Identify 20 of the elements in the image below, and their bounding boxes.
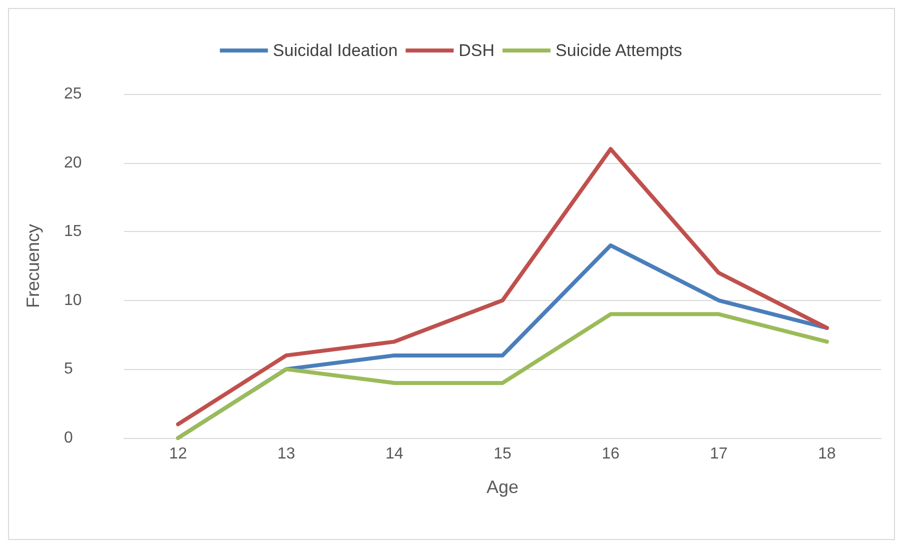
y-tick-label: 10 — [64, 292, 82, 309]
y-tick-label: 5 — [64, 360, 73, 378]
x-tick-label: 15 — [494, 446, 512, 462]
line-series — [176, 147, 829, 426]
legend-label: Suicide Attempts — [556, 41, 682, 60]
y-tick-label: 0 — [64, 430, 73, 446]
y-tick-label: 15 — [64, 223, 82, 240]
x-tick-label: 13 — [277, 446, 296, 462]
x-tick-label: 17 — [710, 446, 728, 462]
x-axis-title: Age — [486, 477, 519, 497]
y-tick-label: 20 — [64, 154, 82, 172]
y-tick-label: 25 — [64, 86, 82, 102]
legend-label: DSH — [458, 41, 495, 60]
x-tick-label: 18 — [818, 446, 836, 462]
y-axis-title: Frecuency — [23, 224, 43, 308]
x-tick-label: 16 — [602, 446, 620, 462]
legend-label: Suicidal Ideation — [272, 41, 398, 60]
x-tick-label: 14 — [385, 446, 404, 462]
line-series — [176, 312, 829, 440]
x-tick-label: 12 — [169, 446, 188, 462]
